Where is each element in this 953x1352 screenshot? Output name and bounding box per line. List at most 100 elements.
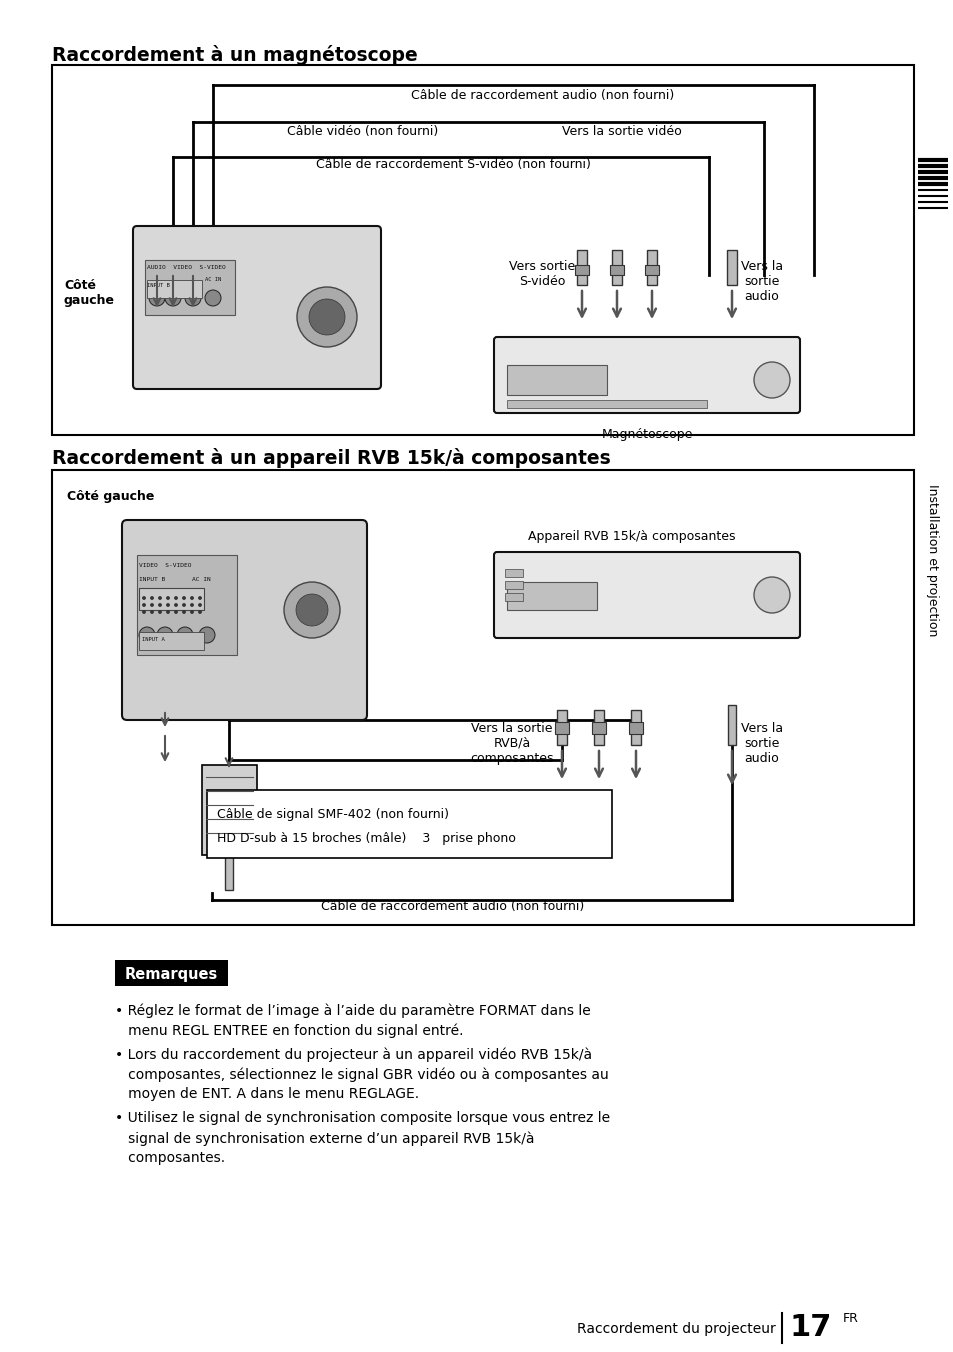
Text: Vers la sortie vidéo: Vers la sortie vidéo xyxy=(561,124,681,138)
Bar xyxy=(727,704,735,745)
Text: Côté gauche: Côté gauche xyxy=(67,489,154,503)
Bar xyxy=(504,569,522,577)
Text: Magnétoscope: Magnétoscope xyxy=(600,429,692,441)
Text: Câble de signal SMF-402 (non fourni): Câble de signal SMF-402 (non fourni) xyxy=(216,808,449,821)
Bar xyxy=(575,265,588,274)
Bar xyxy=(506,400,706,408)
Circle shape xyxy=(149,289,165,306)
Bar xyxy=(628,722,642,734)
Text: INPUT B: INPUT B xyxy=(147,283,170,288)
FancyBboxPatch shape xyxy=(494,337,800,412)
Circle shape xyxy=(167,611,169,614)
Text: Câble de raccordement audio (non fourni): Câble de raccordement audio (non fourni) xyxy=(321,900,584,913)
Circle shape xyxy=(185,289,201,306)
Text: AUDIO  VIDEO  S-VIDEO: AUDIO VIDEO S-VIDEO xyxy=(147,265,226,270)
Bar xyxy=(612,250,621,285)
Circle shape xyxy=(174,596,177,599)
Bar xyxy=(115,960,228,986)
Circle shape xyxy=(295,594,328,626)
Circle shape xyxy=(309,299,345,335)
Circle shape xyxy=(198,604,201,606)
Circle shape xyxy=(174,611,177,614)
Text: INPUT A: INPUT A xyxy=(142,637,165,642)
Circle shape xyxy=(177,627,193,644)
Text: Câble vidéo (non fourni): Câble vidéo (non fourni) xyxy=(287,124,437,138)
Circle shape xyxy=(183,611,185,614)
Circle shape xyxy=(143,596,145,599)
Text: Appareil RVB 15k/à composantes: Appareil RVB 15k/à composantes xyxy=(528,530,735,544)
Bar xyxy=(594,710,603,745)
Bar xyxy=(630,710,640,745)
Bar xyxy=(592,722,605,734)
Text: Vers la sortie
RVB/à
composantes: Vers la sortie RVB/à composantes xyxy=(470,722,553,765)
Text: INPUT B: INPUT B xyxy=(139,577,165,581)
Text: Remarques: Remarques xyxy=(124,967,217,982)
Text: HD D-sub à 15 broches (mâle)    3   prise phono: HD D-sub à 15 broches (mâle) 3 prise pho… xyxy=(216,831,516,845)
Circle shape xyxy=(165,289,181,306)
Text: FR: FR xyxy=(842,1313,858,1325)
Bar xyxy=(145,260,234,315)
Circle shape xyxy=(174,604,177,606)
Circle shape xyxy=(143,611,145,614)
Bar xyxy=(225,852,233,890)
Text: Vers la
sortie
audio: Vers la sortie audio xyxy=(740,260,782,303)
Bar xyxy=(726,250,737,285)
FancyBboxPatch shape xyxy=(494,552,800,638)
Bar xyxy=(557,710,566,745)
Circle shape xyxy=(183,604,185,606)
Bar xyxy=(52,470,913,925)
Bar xyxy=(504,581,522,589)
Text: Raccordement à un appareil RVB 15k/à composantes: Raccordement à un appareil RVB 15k/à com… xyxy=(52,448,610,468)
Circle shape xyxy=(753,577,789,612)
Circle shape xyxy=(151,604,153,606)
Circle shape xyxy=(199,627,214,644)
Circle shape xyxy=(191,596,193,599)
Circle shape xyxy=(158,611,161,614)
Circle shape xyxy=(151,596,153,599)
Text: Côté
gauche: Côté gauche xyxy=(64,279,115,307)
Text: Vers la
sortie
audio: Vers la sortie audio xyxy=(740,722,782,765)
Text: menu REGL ENTREE en fonction du signal entré.: menu REGL ENTREE en fonction du signal e… xyxy=(115,1023,463,1037)
Bar xyxy=(577,250,586,285)
Text: AC IN: AC IN xyxy=(205,277,221,283)
Bar xyxy=(52,65,913,435)
Bar xyxy=(555,722,568,734)
FancyBboxPatch shape xyxy=(122,521,367,721)
Circle shape xyxy=(753,362,789,397)
Circle shape xyxy=(167,604,169,606)
Circle shape xyxy=(191,604,193,606)
Circle shape xyxy=(198,611,201,614)
Text: composantes, sélectionnez le signal GBR vidéo ou à composantes au: composantes, sélectionnez le signal GBR … xyxy=(115,1067,608,1082)
Circle shape xyxy=(151,611,153,614)
Circle shape xyxy=(157,627,172,644)
Bar xyxy=(147,280,202,297)
Bar xyxy=(139,588,204,610)
Bar xyxy=(202,765,256,854)
Circle shape xyxy=(183,596,185,599)
Text: signal de synchronisation externe d’un appareil RVB 15k/à: signal de synchronisation externe d’un a… xyxy=(115,1132,534,1145)
Circle shape xyxy=(191,611,193,614)
Circle shape xyxy=(139,627,154,644)
Text: AC IN: AC IN xyxy=(192,577,211,581)
Text: VIDEO  S-VIDEO: VIDEO S-VIDEO xyxy=(139,562,192,568)
Text: Installation et projection: Installation et projection xyxy=(925,484,939,637)
Circle shape xyxy=(198,596,201,599)
Text: 17: 17 xyxy=(789,1313,832,1341)
Circle shape xyxy=(158,596,161,599)
Bar xyxy=(139,631,204,650)
Circle shape xyxy=(158,604,161,606)
Bar xyxy=(207,790,612,859)
Text: Raccordement à un magnétoscope: Raccordement à un magnétoscope xyxy=(52,45,417,65)
Bar xyxy=(644,265,659,274)
Circle shape xyxy=(205,289,221,306)
Bar xyxy=(504,594,522,602)
Bar xyxy=(506,581,597,610)
Text: Câble de raccordement S-vidéo (non fourni): Câble de raccordement S-vidéo (non fourn… xyxy=(315,158,590,170)
Bar xyxy=(609,265,623,274)
Bar xyxy=(506,365,606,395)
Bar xyxy=(646,250,657,285)
Text: • Réglez le format de l’image à l’aide du paramètre FORMAT dans le: • Réglez le format de l’image à l’aide d… xyxy=(115,1003,590,1018)
Text: Raccordement du projecteur: Raccordement du projecteur xyxy=(577,1322,775,1336)
Circle shape xyxy=(296,287,356,347)
Text: moyen de ENT. A dans le menu REGLAGE.: moyen de ENT. A dans le menu REGLAGE. xyxy=(115,1087,418,1101)
